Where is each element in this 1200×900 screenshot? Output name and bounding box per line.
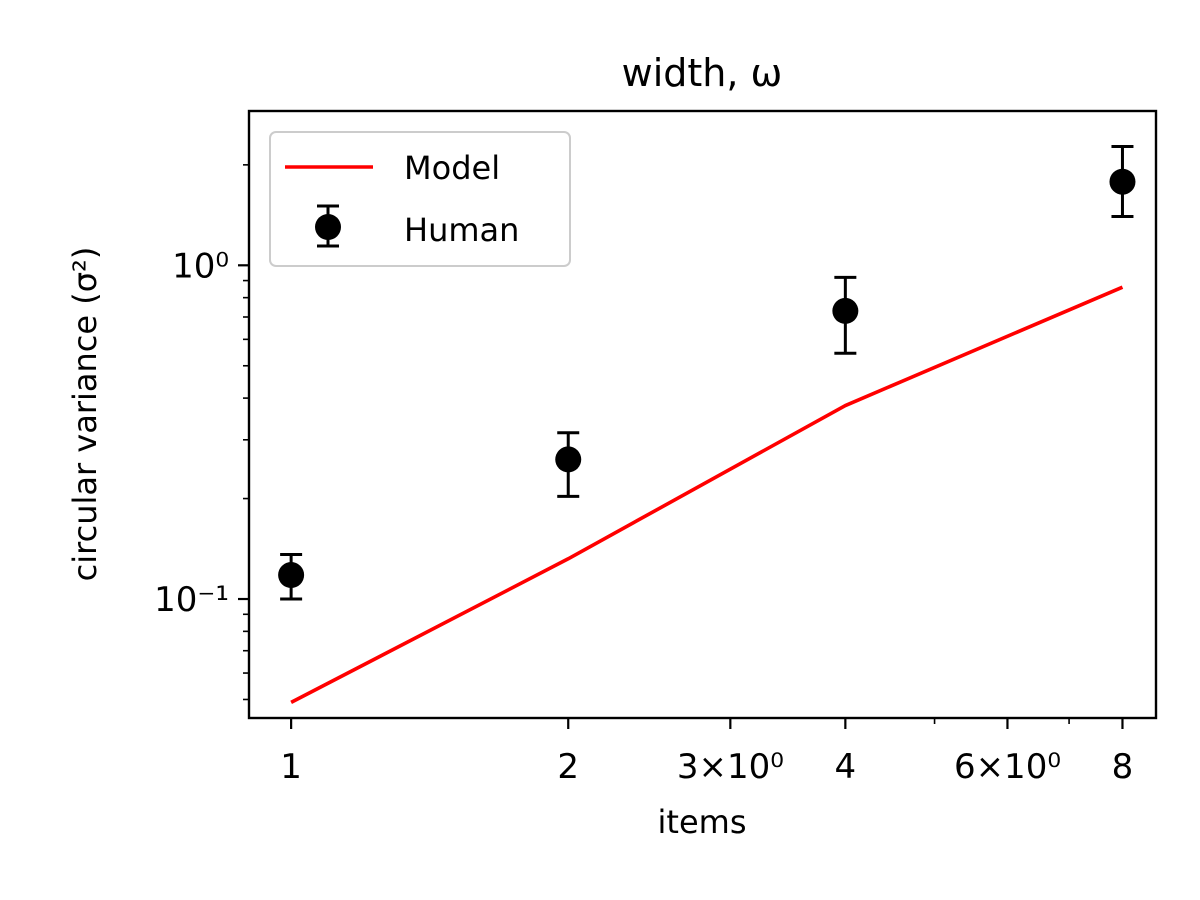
x-tick-label: 3×10⁰ (677, 747, 784, 787)
human-data-point (832, 297, 859, 324)
plot-area (278, 144, 1136, 704)
axes-frame (247, 109, 1158, 720)
human-data-point (278, 562, 305, 589)
y-tick-label: 10⁰ (172, 246, 229, 286)
human-data-point (1109, 168, 1136, 195)
legend-human-dot (315, 214, 341, 240)
x-axis: 1 2 3×10⁰ 4 6×10⁰ 8 (280, 718, 1133, 787)
legend-human-label: Human (404, 211, 519, 249)
legend: Model Human (269, 131, 571, 267)
x-tick-label: 8 (1112, 747, 1134, 787)
x-tick-label: 6×10⁰ (954, 747, 1061, 787)
x-axis-label: items (658, 803, 747, 841)
x-tick-label: 1 (280, 747, 302, 787)
legend-model-label: Model (404, 149, 500, 187)
human-data-point (555, 446, 582, 473)
chart-title: width, ω (622, 51, 783, 95)
y-tick-label: 10⁻¹ (154, 580, 229, 620)
x-tick-label: 2 (557, 747, 579, 787)
legend-human-marker (315, 204, 341, 248)
y-axis-label: circular variance (σ²) (66, 247, 104, 582)
y-axis: 10⁻¹ 10⁰ (154, 164, 249, 701)
x-tick-label: 4 (835, 747, 857, 787)
model-series-line (290, 285, 1124, 704)
